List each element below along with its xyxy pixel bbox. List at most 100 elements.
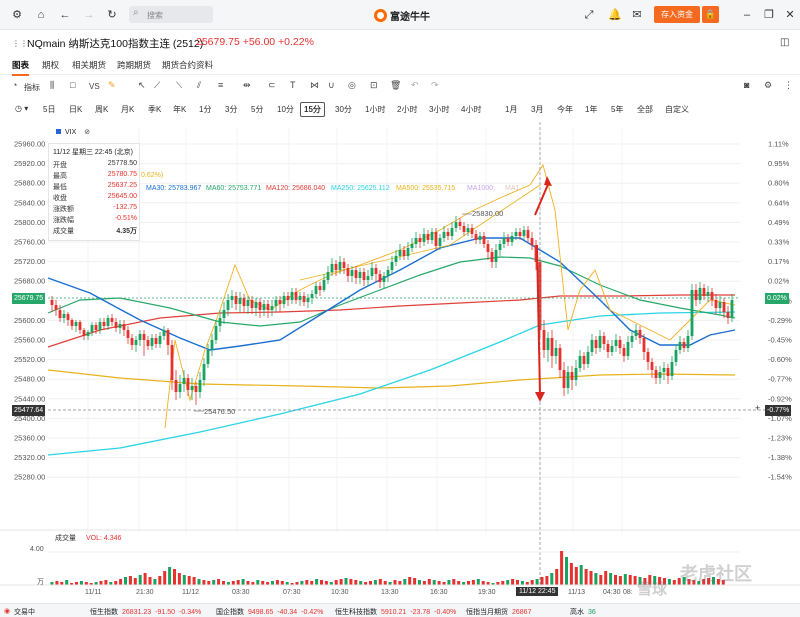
- ticker-item[interactable]: 高水 36: [570, 607, 600, 617]
- redo-icon[interactable]: ↷: [431, 80, 439, 90]
- pen-icon[interactable]: ✎: [108, 80, 116, 90]
- period-21[interactable]: 全部: [637, 105, 653, 114]
- lock-drawing-icon[interactable]: ⊡: [370, 80, 378, 90]
- fib-tool-icon[interactable]: ≡: [218, 80, 224, 90]
- period-5[interactable]: 年K: [173, 105, 187, 114]
- period-17[interactable]: 3月: [531, 105, 544, 114]
- period-0[interactable]: 5日: [43, 105, 56, 114]
- camera-icon[interactable]: ◙: [744, 80, 750, 90]
- measure-tool-icon[interactable]: ⇹: [243, 80, 251, 90]
- candle-type-icon[interactable]: ⫼: [50, 80, 55, 90]
- maximize-icon[interactable]: ❐: [764, 9, 774, 21]
- period-4[interactable]: 季K: [148, 105, 162, 114]
- candle-body: [290, 292, 294, 300]
- mail-icon[interactable]: ✉: [632, 9, 642, 21]
- price-chart[interactable]: 25960.00 1.11% 25920.00 0.95% 25880.00 0.80% 2…: [0, 118, 800, 603]
- magnet-icon[interactable]: ∪: [328, 80, 335, 90]
- volume-bar: [574, 567, 578, 585]
- settings-icon[interactable]: ⚙: [764, 80, 773, 90]
- line-tool-icon[interactable]: ⟋: [154, 80, 161, 90]
- minimize-icon[interactable]: –: [743, 9, 751, 21]
- ticker-item[interactable]: 恒生科技指数 5910.21 -23.78 -0.40%: [335, 607, 460, 617]
- ticker-item[interactable]: 交易中: [14, 607, 39, 617]
- tab-chart[interactable]: 图表: [12, 60, 30, 76]
- indicator-icon[interactable]: ◔: [12, 80, 18, 90]
- ticker-item[interactable]: 国企指数 9498.65 -40.34 -0.42%: [216, 607, 327, 617]
- period-14[interactable]: 3小时: [429, 105, 450, 114]
- pct-tick: -0.60%: [768, 355, 792, 364]
- ticker-item[interactable]: 恒指当月期货 26867: [466, 607, 535, 617]
- home-icon[interactable]: ⌂: [37, 9, 45, 21]
- instrument-header: ⋮⋮ NQmain 纳斯达克100指数主连 (2512) 25679.75 +5…: [0, 30, 800, 54]
- period-15[interactable]: 4小时: [461, 105, 482, 114]
- info-label: 涨跌额: [53, 206, 74, 213]
- period-20[interactable]: 5年: [611, 105, 624, 114]
- info-datetime: 11/12 星期三 22:45 (北京): [53, 149, 134, 156]
- volume-bar: [192, 577, 196, 585]
- volume-bar: [334, 580, 338, 585]
- period-12[interactable]: 1小时: [365, 105, 386, 114]
- candle-body: [534, 245, 538, 262]
- tab-calendar-spread[interactable]: 跨期期货: [117, 60, 152, 70]
- shape-tool-icon[interactable]: ⊂: [268, 80, 276, 90]
- pct-tick: -0.29%: [768, 316, 792, 325]
- ray-tool-icon[interactable]: ⟍: [176, 80, 183, 90]
- period-1[interactable]: 日K: [69, 105, 83, 114]
- period-10[interactable]: 15分: [300, 102, 325, 117]
- volume-bar: [628, 575, 632, 585]
- undo-icon[interactable]: ↶: [411, 80, 419, 90]
- volume-bar: [280, 581, 284, 585]
- forward-arrow-icon[interactable]: →: [83, 9, 95, 21]
- tab-contract-info[interactable]: 期货合约资料: [162, 60, 214, 70]
- candle-body: [714, 300, 718, 308]
- cursor-icon[interactable]: ↖: [138, 80, 146, 90]
- volume-bar: [398, 581, 402, 585]
- ticker-item[interactable]: 恒生指数 26831.23 -91.50 -0.34%: [90, 607, 205, 617]
- refresh-icon[interactable]: ↻: [107, 9, 117, 21]
- square-icon[interactable]: □: [70, 80, 76, 90]
- period-3[interactable]: 月K: [121, 105, 135, 114]
- eye-icon[interactable]: ◎: [348, 80, 356, 90]
- period-16[interactable]: 1月: [505, 105, 518, 114]
- candle-body: [78, 322, 82, 330]
- indicator-button[interactable]: 指标: [24, 83, 40, 92]
- period-22[interactable]: 自定义: [665, 105, 689, 114]
- expand-window-icon[interactable]: ⤢: [584, 9, 594, 21]
- text-tool-icon[interactable]: T: [290, 80, 296, 90]
- tab-related-futures[interactable]: 相关期货: [72, 60, 107, 70]
- period-menu-icon[interactable]: ◷ ▾: [15, 104, 29, 113]
- period-13[interactable]: 2小时: [397, 105, 418, 114]
- tab-options[interactable]: 期权: [42, 60, 60, 70]
- period-11[interactable]: 30分: [335, 105, 352, 114]
- compare-button[interactable]: VS: [89, 82, 100, 91]
- candle-body: [146, 340, 150, 346]
- period-7[interactable]: 3分: [225, 105, 238, 114]
- period-18[interactable]: 今年: [557, 105, 573, 114]
- more-icon[interactable]: ⋮: [784, 80, 793, 90]
- candle-body: [614, 340, 618, 346]
- eye-off-icon[interactable]: ⊘: [84, 129, 91, 136]
- volume-bar: [84, 582, 88, 585]
- pattern-tool-icon[interactable]: ⋈: [310, 80, 319, 90]
- bell-icon[interactable]: 🔔: [608, 9, 622, 21]
- ticker-pct: -0.42%: [301, 609, 324, 616]
- channel-tool-icon[interactable]: ⫽: [197, 80, 202, 90]
- panel-toggle-icon[interactable]: ◫: [780, 37, 790, 48]
- grip-icon[interactable]: ⋮⋮: [12, 39, 28, 48]
- brand-logo: 富途牛牛: [374, 7, 430, 23]
- period-9[interactable]: 10分: [277, 105, 294, 114]
- period-6[interactable]: 1分: [199, 105, 212, 114]
- search-input[interactable]: ⌕ 搜索: [129, 6, 213, 23]
- gear-icon[interactable]: ⚙: [12, 9, 22, 21]
- period-8[interactable]: 5分: [251, 105, 264, 114]
- period-2[interactable]: 周K: [95, 105, 109, 114]
- period-19[interactable]: 1年: [585, 105, 598, 114]
- close-icon[interactable]: ✕: [785, 9, 795, 21]
- back-arrow-icon[interactable]: ←: [59, 9, 71, 21]
- lock-icon[interactable]: 🔒: [702, 6, 719, 23]
- trash-icon[interactable]: 🗑: [390, 80, 402, 90]
- add-alert-icon[interactable]: +: [755, 403, 761, 413]
- deposit-button[interactable]: 存入资金: [654, 6, 700, 23]
- trading-status-icon: ◉: [4, 608, 11, 615]
- volume-bar: [256, 580, 260, 585]
